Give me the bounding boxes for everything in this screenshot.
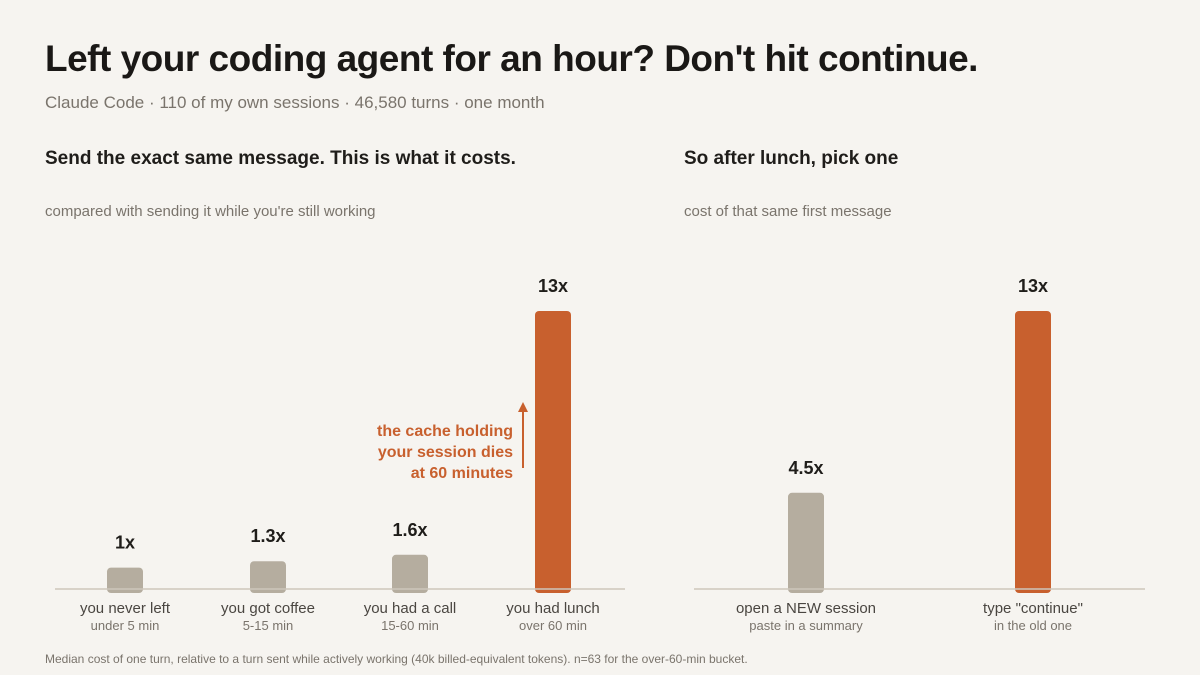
left-chart-subtitle: compared with sending it while you're st…	[45, 203, 376, 220]
right-category-sublabel-0: paste in a summary	[749, 618, 863, 633]
left-category-sublabel-1: 5-15 min	[243, 618, 294, 633]
right-category-label-1: type "continue"	[983, 600, 1083, 617]
right-category-label-0: open a NEW session	[736, 600, 876, 617]
left-value-label-2: 1.6x	[392, 520, 427, 540]
annotation-line-2: at 60 minutes	[411, 465, 513, 482]
left-category-sublabel-3: over 60 min	[519, 618, 587, 633]
left-bar-1	[250, 561, 286, 593]
right-bar-1	[1015, 311, 1051, 593]
left-category-label-3: you had lunch	[506, 600, 599, 617]
left-category-sublabel-2: 15-60 min	[381, 618, 439, 633]
left-category-sublabel-0: under 5 min	[91, 618, 160, 633]
annotation-arrow-head	[518, 402, 528, 412]
left-value-label-3: 13x	[538, 276, 568, 296]
annotation-line-1: your session dies	[378, 444, 513, 461]
right-value-label-1: 13x	[1018, 276, 1048, 296]
left-bar-0	[107, 567, 143, 593]
right-category-sublabel-1: in the old one	[994, 618, 1072, 633]
footnote: Median cost of one turn, relative to a t…	[45, 652, 748, 666]
left-category-label-0: you never left	[80, 600, 171, 617]
left-bar-2	[392, 554, 428, 593]
page-subtitle: Claude Code · 110 of my own sessions · 4…	[45, 93, 545, 112]
page-title: Left your coding agent for an hour? Don'…	[45, 38, 978, 79]
right-chart-title: So after lunch, pick one	[684, 148, 899, 169]
right-chart-subtitle: cost of that same first message	[684, 203, 892, 220]
left-value-label-0: 1x	[115, 533, 135, 553]
left-category-label-2: you had a call	[364, 600, 457, 617]
left-bar-3	[535, 311, 571, 593]
right-value-label-0: 4.5x	[788, 458, 823, 478]
annotation-line-0: the cache holding	[377, 423, 513, 440]
left-category-label-1: you got coffee	[221, 600, 315, 617]
left-value-label-1: 1.3x	[250, 526, 285, 546]
right-bar-0	[788, 492, 824, 593]
left-chart-title: Send the exact same message. This is wha…	[45, 148, 516, 169]
